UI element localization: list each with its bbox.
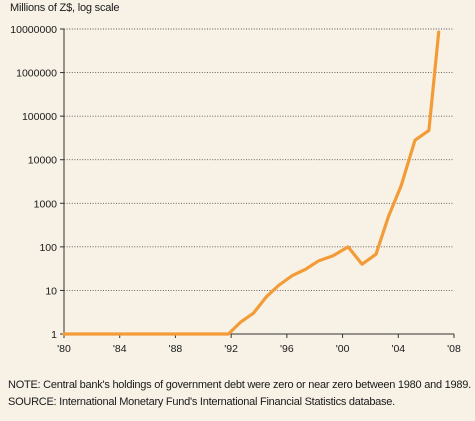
footnotes: NOTE: Central bank's holdings of governm…	[8, 377, 471, 411]
y-tick-label: 10000	[28, 155, 57, 167]
x-tick-label: '00	[336, 343, 350, 355]
x-tick-label: '04	[391, 343, 405, 355]
x-tick-label: '92	[224, 343, 238, 355]
y-tick-label: 10000000	[10, 24, 57, 36]
y-tick-label: 10	[45, 285, 57, 297]
x-tick-label: '96	[280, 343, 294, 355]
x-tick-label: '80	[57, 343, 71, 355]
gridlines	[64, 28, 454, 291]
series-layer	[62, 30, 441, 336]
x-tick-labels: '80 '84 '88 '92 '96 '00 '04 '08	[57, 343, 461, 355]
y-tick-label: 100000	[22, 111, 57, 123]
y-tick-label: 100	[39, 242, 57, 254]
note-text: NOTE: Central bank's holdings of governm…	[8, 379, 471, 391]
y-axis-unit-label: Millions of Z$, log scale	[10, 2, 120, 14]
y-tick-labels: 1 10 100 1000 10000 100000 1000000 10000000	[10, 24, 57, 341]
x-tick-label: '08	[447, 343, 461, 355]
x-tick-label: '84	[113, 343, 127, 355]
series-line	[62, 30, 441, 336]
x-tick-label: '88	[169, 343, 183, 355]
axes	[60, 28, 455, 338]
y-tick-label: 1	[51, 329, 57, 341]
source-text: SOURCE: International Monetary Fund's In…	[8, 396, 395, 408]
y-tick-label: 1000	[34, 198, 58, 210]
y-tick-label: 1000000	[16, 68, 57, 80]
chart-svg: 1 10 100 1000 10000 100000 1000000 10000000 '80…	[10, 24, 461, 355]
